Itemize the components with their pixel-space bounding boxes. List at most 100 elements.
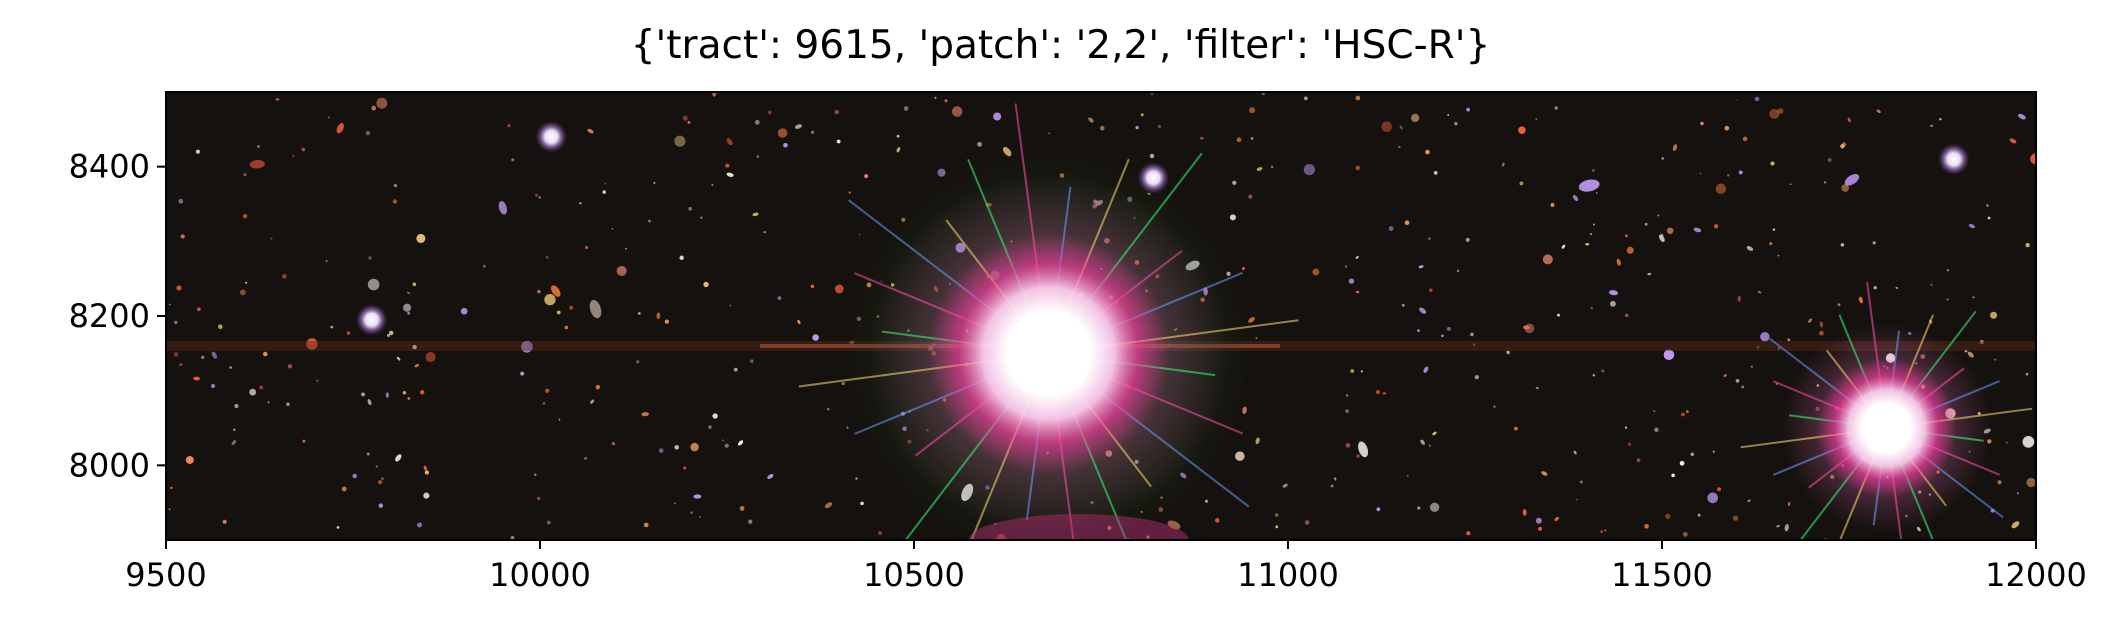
source [569, 305, 574, 310]
y-tick-label: 8200 [69, 297, 150, 335]
source [611, 228, 614, 230]
source [690, 442, 699, 452]
galaxy [211, 351, 218, 359]
source [195, 149, 200, 154]
source [1398, 145, 1401, 149]
source [725, 163, 730, 168]
source [1360, 370, 1363, 373]
source [777, 128, 788, 138]
source [534, 193, 539, 197]
galaxy [1088, 117, 1094, 123]
source [168, 303, 171, 306]
source [1609, 300, 1616, 307]
source [767, 110, 772, 115]
source [1376, 507, 1381, 512]
source [1350, 369, 1355, 373]
galaxy [1561, 244, 1566, 249]
source [858, 233, 861, 236]
source [1990, 311, 1998, 319]
source [270, 237, 273, 240]
source [711, 183, 714, 186]
source [176, 285, 182, 291]
source [1401, 303, 1405, 307]
source [733, 367, 738, 372]
source [1381, 121, 1392, 132]
source [846, 426, 849, 429]
galaxy [1876, 109, 1881, 114]
source [511, 158, 515, 162]
source [777, 296, 782, 301]
galaxy [1968, 223, 1975, 229]
source [1214, 518, 1220, 523]
source [556, 310, 561, 315]
galaxy [1737, 295, 1741, 302]
source [1344, 265, 1348, 268]
source [419, 390, 425, 395]
source [243, 173, 247, 177]
source [378, 503, 384, 508]
galaxy [1502, 162, 1505, 167]
source [392, 199, 398, 204]
source [1946, 268, 1950, 272]
source [1636, 458, 1641, 463]
galaxy [656, 312, 661, 320]
source [1827, 157, 1832, 162]
source [375, 465, 378, 468]
source [325, 260, 328, 262]
source [674, 135, 686, 147]
galaxy [1847, 117, 1851, 123]
galaxy [2018, 113, 2026, 120]
source [658, 448, 664, 453]
galaxy [1858, 296, 1863, 304]
galaxy [193, 376, 200, 381]
source [1466, 107, 1471, 112]
source [682, 115, 688, 121]
source [1417, 329, 1420, 333]
source [834, 284, 844, 294]
galaxy [367, 399, 372, 406]
source [643, 522, 649, 528]
galaxy [1573, 450, 1577, 455]
source [1604, 529, 1607, 532]
source [242, 214, 248, 219]
source [937, 168, 946, 177]
source [1760, 332, 1770, 342]
source [836, 139, 841, 144]
source [301, 147, 306, 152]
galaxy [1747, 499, 1751, 503]
source [674, 502, 676, 505]
source [1275, 525, 1279, 529]
source [1592, 169, 1595, 172]
galaxy [1844, 174, 1860, 186]
source [1388, 226, 1394, 231]
source [1626, 246, 1634, 254]
source [903, 106, 909, 111]
galaxy [1658, 234, 1665, 243]
source [416, 233, 426, 244]
source [1685, 410, 1689, 413]
galaxy [385, 392, 389, 398]
galaxy [1419, 307, 1427, 314]
source [712, 413, 718, 419]
source [1303, 164, 1316, 176]
galaxy [414, 363, 419, 368]
galaxy [1578, 179, 1600, 192]
source [1470, 332, 1474, 337]
galaxy [797, 319, 801, 325]
galaxy [1616, 258, 1621, 266]
galaxy [558, 418, 561, 422]
galaxy [1590, 306, 1593, 310]
source [412, 282, 417, 287]
source [1356, 454, 1360, 458]
source [848, 191, 851, 194]
source [1624, 234, 1628, 238]
source [1840, 144, 1845, 149]
source [1474, 374, 1480, 380]
source [388, 330, 394, 336]
x-tick-label: 10500 [863, 556, 965, 594]
galaxy [1554, 516, 1560, 522]
source [282, 274, 287, 279]
source [1657, 214, 1660, 217]
source [1840, 243, 1845, 247]
source [222, 519, 227, 524]
